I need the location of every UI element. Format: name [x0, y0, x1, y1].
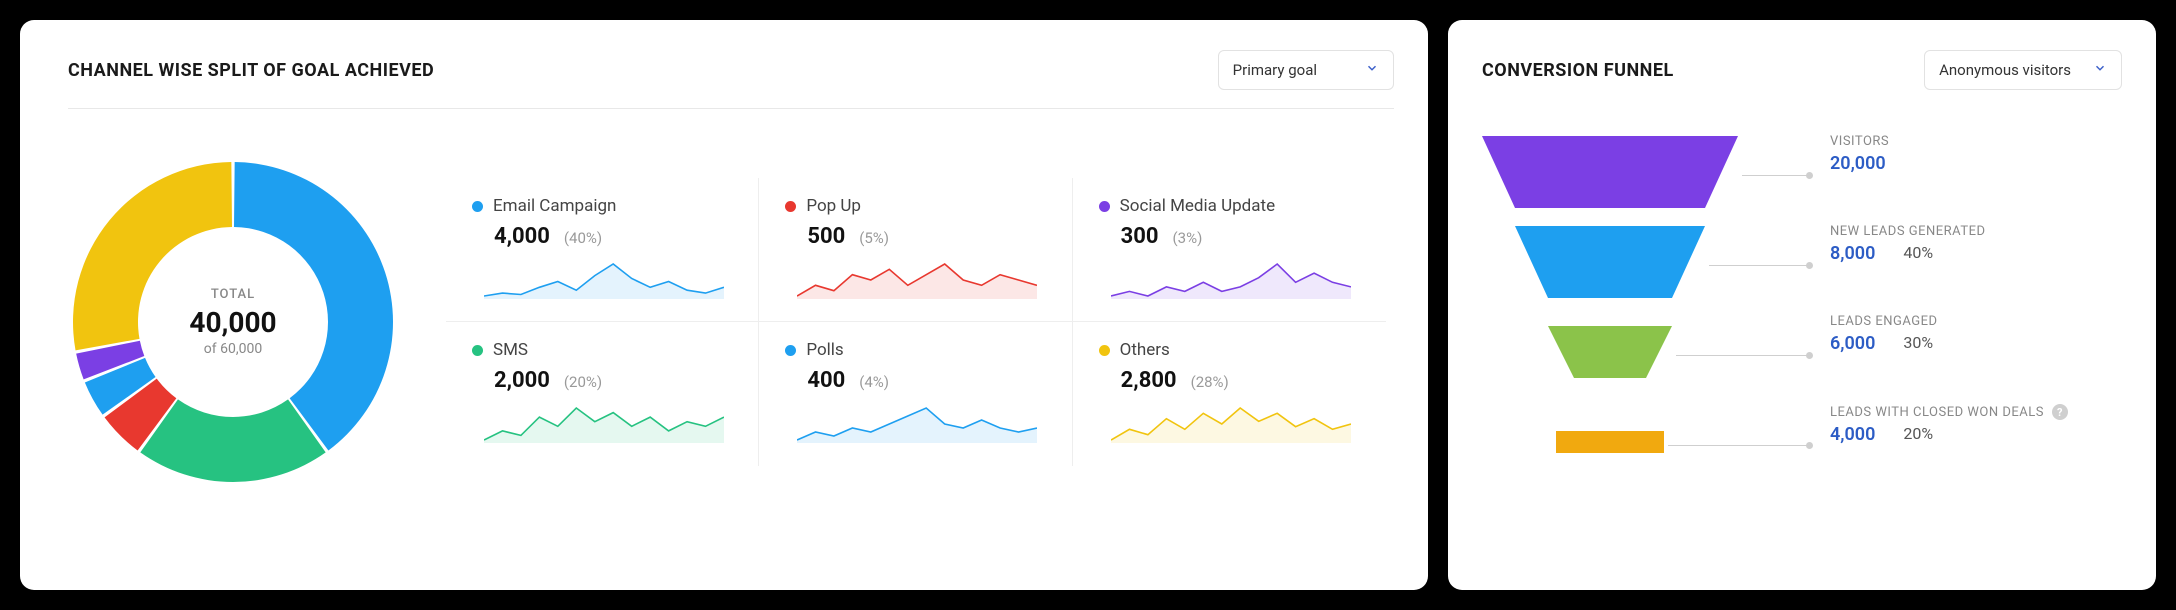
funnel-shape [1482, 136, 1738, 214]
channel-header: Social Media Update [1099, 196, 1360, 216]
donut-center-value: 40,000 [189, 306, 276, 339]
channel-percent: (3%) [1173, 229, 1203, 247]
stage-value: 20,000 [1830, 153, 1886, 174]
channel-name: Others [1120, 340, 1170, 360]
channel-percent: (20%) [564, 373, 602, 391]
funnel-labels: VISITORS 20,000NEW LEADS GENERATED 8,000… [1812, 120, 2122, 494]
channel-value: 4,000 [494, 224, 550, 249]
channel-cell[interactable]: Others 2,800 (28%) [1073, 322, 1386, 466]
channel-header: SMS [472, 340, 732, 360]
channel-cell[interactable]: SMS 2,000 (20%) [446, 322, 759, 466]
legend-dot-icon [1099, 201, 1110, 212]
sparkline [472, 261, 732, 303]
stage-name: LEADS ENGAGED [1830, 314, 2122, 329]
channel-percent: (28%) [1191, 373, 1229, 391]
card-header: CHANNEL WISE SPLIT OF GOAL ACHIEVED Prim… [68, 50, 1394, 109]
channel-cell[interactable]: Email Campaign 4,000 (40%) [446, 178, 759, 322]
stage-value: 4,000 [1830, 424, 1875, 445]
channel-percent: (40%) [564, 229, 602, 247]
stage-percent: 40% [1903, 243, 1933, 264]
channel-cell[interactable]: Pop Up 500 (5%) [759, 178, 1072, 322]
funnel-label: LEADS ENGAGED 6,000 30% [1812, 314, 2122, 404]
card-header: CONVERSION FUNNEL Anonymous visitors [1482, 50, 2122, 100]
donut-center: TOTAL 40,000 of 60,000 [189, 287, 276, 357]
funnel-label: LEADS WITH CLOSED WON DEALS? 4,000 20% [1812, 404, 2122, 494]
sparkline [1099, 405, 1360, 447]
channel-cell[interactable]: Polls 400 (4%) [759, 322, 1072, 466]
legend-dot-icon [785, 345, 796, 356]
card-title: CHANNEL WISE SPLIT OF GOAL ACHIEVED [68, 60, 434, 81]
channel-values: 500 (5%) [785, 224, 1045, 249]
donut-center-label: TOTAL [189, 287, 276, 302]
legend-dot-icon [785, 201, 796, 212]
stage-percent: 20% [1903, 424, 1933, 445]
channel-name: Pop Up [806, 196, 861, 216]
chevron-down-icon [2093, 61, 2107, 79]
stage-value: 8,000 [1830, 243, 1875, 264]
channel-header: Others [1099, 340, 1360, 360]
funnel-stage[interactable] [1482, 130, 1812, 220]
chevron-down-icon [1365, 61, 1379, 79]
channel-value: 300 [1121, 224, 1159, 249]
stage-name: LEADS WITH CLOSED WON DEALS? [1830, 404, 2122, 420]
donut-center-sub: of 60,000 [189, 341, 276, 357]
channel-name: Social Media Update [1120, 196, 1275, 216]
channel-split-card: CHANNEL WISE SPLIT OF GOAL ACHIEVED Prim… [20, 20, 1428, 590]
connector-line [1742, 175, 1812, 176]
funnel-body: VISITORS 20,000NEW LEADS GENERATED 8,000… [1482, 120, 2122, 494]
channel-percent: (5%) [859, 229, 889, 247]
conversion-funnel-card: CONVERSION FUNNEL Anonymous visitors [1448, 20, 2156, 590]
channel-value: 400 [807, 368, 845, 393]
dropdown-label: Primary goal [1233, 61, 1317, 79]
sparkline [1099, 261, 1360, 303]
funnel-label: VISITORS 20,000 [1812, 134, 2122, 224]
donut-slice[interactable] [140, 399, 325, 482]
sparkline [785, 405, 1045, 447]
channel-percent: (4%) [859, 373, 889, 391]
sparkline [785, 261, 1045, 303]
funnel-chart [1482, 120, 1812, 494]
funnel-stage[interactable] [1482, 400, 1812, 490]
channel-header: Polls [785, 340, 1045, 360]
visitors-dropdown[interactable]: Anonymous visitors [1924, 50, 2122, 90]
legend-dot-icon [472, 345, 483, 356]
channel-name: SMS [493, 340, 528, 360]
channel-value: 2,000 [494, 368, 550, 393]
channel-name: Email Campaign [493, 196, 616, 216]
funnel-stage[interactable] [1482, 220, 1812, 310]
channel-grid: Email Campaign 4,000 (40%) Pop Up 500 (5… [446, 178, 1386, 466]
channel-value: 500 [807, 224, 845, 249]
channel-cell[interactable]: Social Media Update 300 (3%) [1073, 178, 1386, 322]
channel-header: Pop Up [785, 196, 1045, 216]
connector-line [1668, 445, 1812, 446]
channel-values: 400 (4%) [785, 368, 1045, 393]
stage-percent: 30% [1903, 333, 1933, 354]
channel-header: Email Campaign [472, 196, 732, 216]
card-title: CONVERSION FUNNEL [1482, 60, 1674, 81]
funnel-stage[interactable] [1482, 310, 1812, 400]
channel-value: 2,800 [1121, 368, 1177, 393]
card-body: TOTAL 40,000 of 60,000 Email Campaign 4,… [68, 137, 1394, 487]
channel-values: 300 (3%) [1099, 224, 1360, 249]
stage-name: VISITORS [1830, 134, 2122, 149]
connector-line [1709, 265, 1812, 266]
connector-line [1676, 355, 1812, 356]
primary-goal-dropdown[interactable]: Primary goal [1218, 50, 1394, 90]
funnel-shape [1482, 226, 1738, 304]
legend-dot-icon [472, 201, 483, 212]
help-icon[interactable]: ? [2052, 404, 2068, 420]
channel-values: 4,000 (40%) [472, 224, 732, 249]
stage-name: NEW LEADS GENERATED [1830, 224, 2122, 239]
dropdown-label: Anonymous visitors [1939, 61, 2071, 79]
legend-dot-icon [1099, 345, 1110, 356]
stage-value: 6,000 [1830, 333, 1875, 354]
channel-name: Polls [806, 340, 843, 360]
funnel-label: NEW LEADS GENERATED 8,000 40% [1812, 224, 2122, 314]
channel-values: 2,000 (20%) [472, 368, 732, 393]
channel-values: 2,800 (28%) [1099, 368, 1360, 393]
donut-chart: TOTAL 40,000 of 60,000 [68, 157, 398, 487]
sparkline [472, 405, 732, 447]
